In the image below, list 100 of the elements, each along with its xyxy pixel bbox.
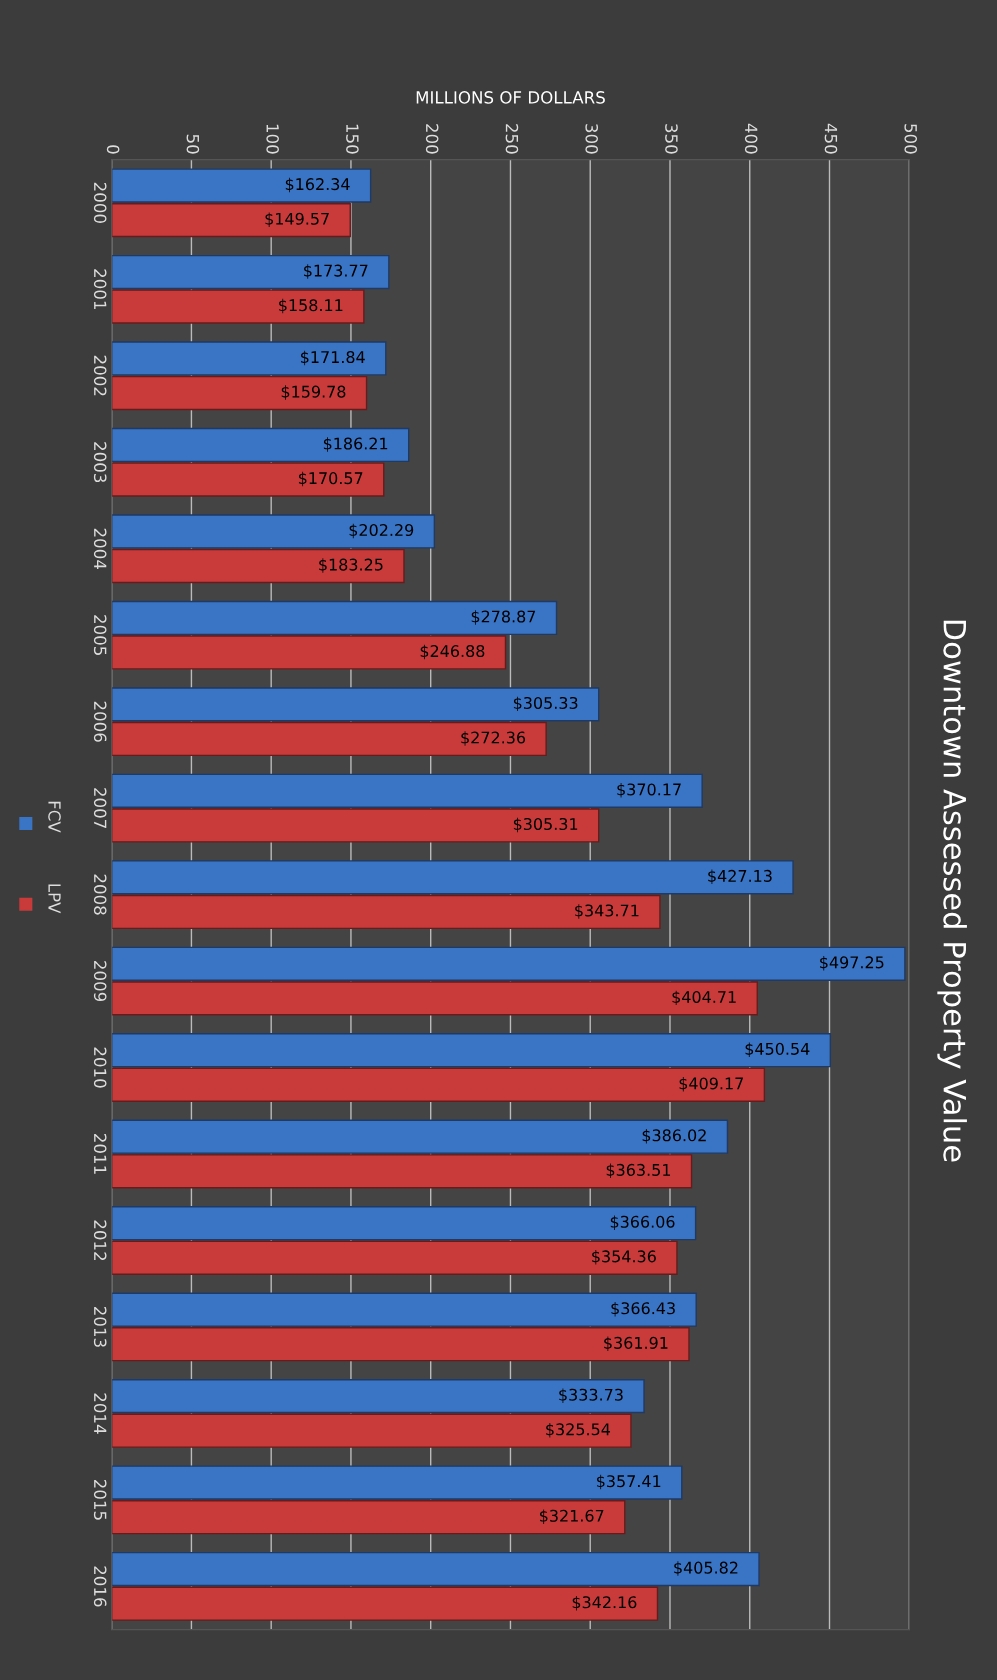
y-tick-label: 2004 bbox=[93, 528, 107, 569]
bar bbox=[111, 1206, 697, 1241]
y-tick-label: 2015 bbox=[93, 1479, 107, 1520]
y-tick-label: 2000 bbox=[93, 182, 107, 223]
x-tick-label: 250 bbox=[505, 124, 519, 154]
bar bbox=[111, 548, 405, 584]
y-tick-label: 2012 bbox=[93, 1220, 107, 1261]
data-label: $272.36 bbox=[461, 731, 526, 746]
data-label: $354.36 bbox=[592, 1250, 656, 1265]
bar bbox=[111, 168, 372, 203]
data-label: $333.73 bbox=[559, 1388, 623, 1403]
data-label: $149.57 bbox=[265, 212, 329, 227]
data-label: $170.57 bbox=[298, 471, 363, 487]
data-label: $162.34 bbox=[285, 177, 350, 193]
y-tick-label: 2009 bbox=[93, 961, 107, 1002]
data-label: $305.31 bbox=[513, 817, 578, 833]
bar bbox=[111, 1033, 832, 1068]
data-label: $404.71 bbox=[672, 990, 736, 1006]
y-tick-label: 2002 bbox=[93, 355, 107, 396]
legend-label: FCV bbox=[48, 801, 61, 833]
x-axis-title: MILLIONS OF DOLLARS bbox=[416, 91, 605, 104]
bar bbox=[111, 1240, 678, 1275]
y-tick-label: 2007 bbox=[93, 788, 107, 828]
text: Downtown Assessed Property Value bbox=[937, 620, 967, 1162]
x-tick-label: 400 bbox=[744, 123, 758, 154]
bar bbox=[111, 773, 703, 808]
data-label: $342.16 bbox=[572, 1595, 637, 1611]
data-label: $171.84 bbox=[301, 350, 365, 366]
data-label: $405.82 bbox=[674, 1561, 738, 1576]
data-label: $183.25 bbox=[319, 558, 383, 573]
data-label: $370.17 bbox=[617, 783, 681, 798]
data-label: $158.11 bbox=[279, 298, 343, 314]
y-tick-label: 2016 bbox=[93, 1566, 107, 1607]
data-label: $186.21 bbox=[323, 437, 388, 452]
y-tick-label: 2014 bbox=[93, 1393, 107, 1434]
bar bbox=[111, 1586, 659, 1621]
data-label: $357.41 bbox=[597, 1474, 661, 1490]
x-tick-label: 350 bbox=[665, 124, 678, 154]
bar bbox=[111, 1413, 632, 1448]
bar bbox=[111, 860, 794, 895]
x-tick-label: 100 bbox=[266, 124, 279, 154]
legend-label: LPV bbox=[48, 884, 61, 914]
data-label: $409.17 bbox=[679, 1077, 743, 1092]
bar bbox=[111, 1154, 693, 1189]
data-label: $173.77 bbox=[304, 264, 368, 279]
data-label: $321.67 bbox=[540, 1509, 604, 1524]
bar bbox=[111, 375, 368, 411]
data-label: $159.78 bbox=[281, 385, 346, 400]
data-label: $343.71 bbox=[575, 904, 639, 919]
x-tick-label: 500 bbox=[904, 124, 918, 154]
bar bbox=[111, 1551, 760, 1587]
bar bbox=[111, 635, 507, 670]
data-label: $366.43 bbox=[611, 1301, 675, 1317]
bar bbox=[111, 1465, 683, 1500]
data-label: $361.91 bbox=[604, 1336, 668, 1351]
y-tick-label: 2010 bbox=[93, 1047, 107, 1088]
bar bbox=[111, 946, 906, 981]
bar bbox=[111, 721, 547, 757]
y-tick-label: 2006 bbox=[93, 701, 107, 742]
bar bbox=[111, 1292, 697, 1327]
data-label: $305.33 bbox=[513, 696, 578, 712]
y-tick-label: 2008 bbox=[93, 874, 107, 915]
bar bbox=[111, 462, 385, 497]
data-label: $278.87 bbox=[471, 610, 536, 625]
data-label: $386.02 bbox=[642, 1128, 706, 1144]
x-tick-label: 50 bbox=[186, 134, 200, 154]
bar bbox=[111, 1500, 626, 1535]
bar bbox=[111, 341, 387, 376]
y-tick-label: 2005 bbox=[93, 615, 107, 655]
x-tick-label: 450 bbox=[824, 123, 838, 154]
y-tick-label: 2013 bbox=[93, 1306, 107, 1347]
x-tick-label: 150 bbox=[346, 124, 359, 154]
data-label: $450.54 bbox=[745, 1042, 810, 1057]
bar bbox=[111, 808, 600, 843]
bar bbox=[111, 254, 390, 290]
data-label: $363.51 bbox=[606, 1163, 670, 1179]
bar bbox=[111, 687, 600, 722]
bar bbox=[111, 894, 661, 930]
bar bbox=[111, 1327, 690, 1362]
bar bbox=[111, 514, 436, 549]
y-tick-label: 2011 bbox=[93, 1134, 107, 1174]
x-tick-label: 300 bbox=[585, 124, 598, 154]
bar bbox=[111, 981, 758, 1016]
data-label: $497.25 bbox=[820, 956, 884, 971]
bar bbox=[111, 600, 558, 636]
data-label: $366.06 bbox=[610, 1215, 675, 1230]
y-tick-label: 2003 bbox=[93, 442, 107, 483]
bar bbox=[111, 203, 351, 238]
data-label: $246.88 bbox=[420, 644, 485, 660]
data-label: $202.29 bbox=[349, 523, 414, 539]
data-label: $427.13 bbox=[708, 869, 772, 885]
y-tick-label: 2001 bbox=[93, 269, 107, 309]
bar bbox=[111, 1067, 766, 1102]
bar bbox=[111, 289, 365, 324]
bar bbox=[111, 427, 410, 463]
x-tick-label: 200 bbox=[425, 124, 439, 154]
x-tick-label: 0 bbox=[106, 145, 120, 154]
bar bbox=[111, 1119, 729, 1154]
bar bbox=[111, 1379, 645, 1414]
data-label: $325.54 bbox=[546, 1422, 611, 1438]
